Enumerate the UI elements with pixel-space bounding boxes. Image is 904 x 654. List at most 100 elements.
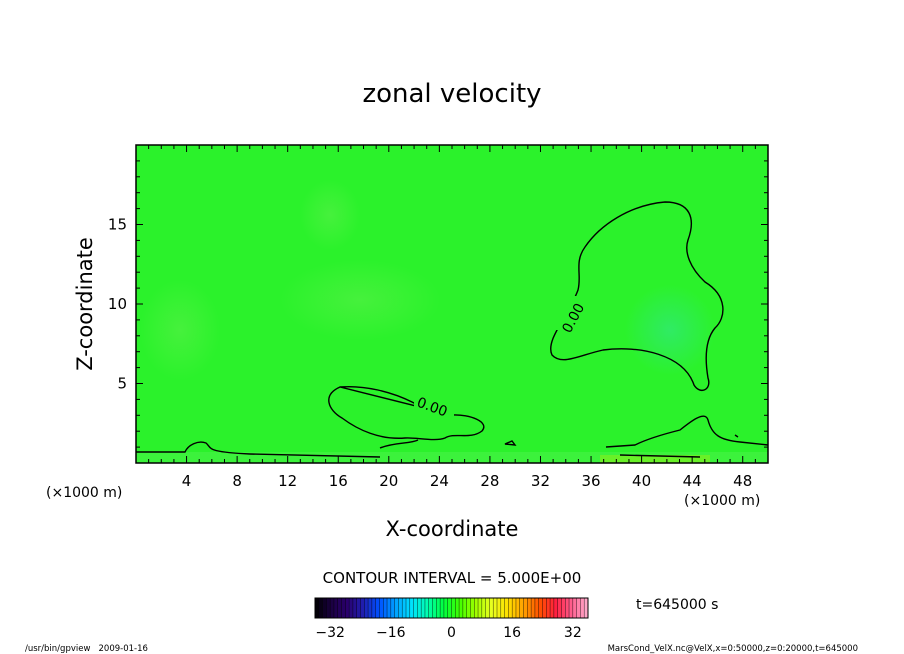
colorbar-ticks: −32 −16 0 16 32	[315, 625, 581, 641]
colorbar-cell	[398, 598, 403, 618]
x-tick-label: 16	[329, 472, 348, 490]
colorbar-cell	[519, 598, 524, 618]
x-tick-label: 20	[379, 472, 398, 490]
y-tick-label: 15	[108, 216, 127, 234]
footer-right: MarsCond_VelX.nc@VelX,x=0:50000,z=0:2000…	[608, 644, 858, 654]
colorbar-cell	[349, 598, 354, 618]
colorbar-cell	[523, 598, 528, 618]
colorbar-cell	[451, 598, 456, 618]
colorbar-cell	[364, 598, 369, 618]
colorbar-cell	[531, 598, 536, 618]
colorbar-cell	[402, 598, 407, 618]
contour-interval-label: CONTOUR INTERVAL = 5.000E+00	[323, 569, 582, 587]
colorbar-cell	[390, 598, 395, 618]
colorbar-cell	[572, 598, 577, 618]
time-label: t=645000 s	[636, 597, 718, 613]
colorbar-cell	[481, 598, 486, 618]
colorbar-cell	[345, 598, 350, 618]
colorbar-cell	[368, 598, 373, 618]
footer-left: /usr/bin/gpview 2009-01-16	[25, 644, 148, 654]
colorbar-cell	[508, 598, 513, 618]
field-surface-band	[136, 452, 768, 463]
colorbar-cell	[330, 598, 335, 618]
colorbar-cell	[333, 598, 339, 618]
colorbar: −32 −16 0 16 32	[314, 597, 589, 641]
colorbar-cell	[428, 598, 433, 618]
colorbar-cell	[383, 598, 388, 618]
x-tick-label: 48	[733, 472, 752, 490]
colorbar-cell	[432, 598, 437, 618]
colorbar-cell	[459, 598, 464, 618]
contour-lines	[136, 201, 768, 458]
field-shade	[300, 180, 360, 250]
colorbar-cell	[515, 598, 521, 618]
colorbar-cell	[326, 598, 331, 618]
colorbar-cell	[550, 598, 555, 618]
colorbar-cell	[322, 598, 327, 618]
colorbar-cell	[341, 598, 346, 618]
contour-zero-lower	[328, 385, 485, 441]
colorbar-cell	[561, 598, 566, 618]
colorbar-cell	[497, 598, 502, 618]
colorbar-cell	[413, 598, 418, 618]
contour-label-bg	[414, 398, 454, 416]
colorbar-cell	[527, 598, 532, 618]
plot-area: 0.00 0.00	[136, 145, 768, 463]
colorbar-tick-label: 16	[503, 625, 521, 641]
colorbar-cell	[455, 598, 460, 618]
colorbar-cell	[440, 598, 445, 618]
colorbar-cell	[580, 598, 585, 618]
colorbar-cell	[466, 598, 471, 618]
colorbar-cell	[553, 598, 558, 618]
colorbar-cell	[352, 598, 358, 618]
colorbar-cell	[557, 598, 562, 618]
colorbar-cell	[538, 598, 543, 618]
y-axis-unit: (×1000 m)	[46, 485, 122, 501]
colorbar-cell	[512, 598, 517, 618]
y-tick-label: 5	[117, 375, 127, 393]
colorbar-cell	[447, 598, 452, 618]
colorbar-cell	[406, 598, 411, 618]
contour-surface	[136, 415, 768, 458]
colorbar-cell	[542, 598, 547, 618]
colorbar-cell	[485, 598, 490, 618]
x-tick-label: 28	[480, 472, 499, 490]
colorbar-cell	[504, 598, 509, 618]
colorbar-cell	[375, 598, 380, 618]
colorbar-cell	[584, 598, 589, 618]
colorbar-frame	[314, 597, 589, 619]
colorbar-cell	[478, 598, 483, 618]
x-axis-ticks: 4 8 12 16 20 24 28 32 36 40 44 48	[148, 145, 756, 490]
x-tick-label: 36	[581, 472, 600, 490]
colorbar-cell	[417, 598, 422, 618]
x-axis-unit: (×1000 m)	[684, 493, 760, 509]
x-tick-label: 40	[632, 472, 651, 490]
colorbar-cell	[569, 598, 574, 618]
y-tick-label: 10	[108, 295, 127, 313]
x-tick-label: 44	[683, 472, 702, 490]
colorbar-cell	[493, 598, 498, 618]
colorbar-cell	[546, 598, 551, 618]
colorbar-cell	[474, 598, 479, 618]
contour-label-bg	[552, 296, 578, 330]
colorbar-cell	[409, 598, 414, 618]
field-shade	[625, 285, 715, 375]
colorbar-cell	[356, 598, 361, 618]
colorbar-cell	[500, 598, 505, 618]
chart-title: zonal velocity	[362, 79, 541, 109]
y-axis-ticks: 5 10 15	[108, 160, 768, 448]
colorbar-tick-label: 32	[564, 625, 582, 641]
x-tick-label: 4	[182, 472, 192, 490]
colorbar-cell	[462, 598, 467, 618]
colorbar-cell	[534, 598, 540, 618]
colorbar-cell	[443, 598, 449, 618]
colorbar-cell	[576, 598, 581, 618]
y-axis-label: Z-coordinate	[73, 237, 97, 371]
colorbar-cell	[387, 598, 392, 618]
x-tick-label: 32	[531, 472, 550, 490]
field-surface-band	[600, 455, 710, 463]
colorbar-tick-label: 0	[447, 625, 456, 641]
field-shade	[140, 280, 220, 380]
contour-zero-upper	[550, 201, 724, 392]
